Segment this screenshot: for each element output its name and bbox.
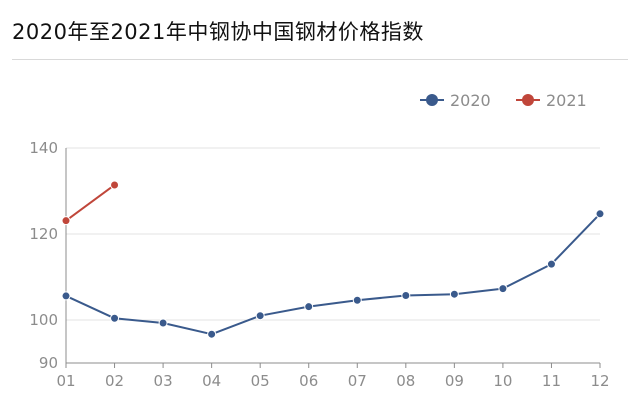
series-line-2021 [65, 184, 116, 222]
x-tick-label: 04 [202, 372, 221, 390]
x-tick-label: 01 [56, 372, 75, 390]
data-point[interactable] [61, 216, 71, 226]
legend-label: 2021 [546, 91, 587, 110]
data-point[interactable] [595, 209, 605, 219]
data-point[interactable] [207, 329, 217, 339]
legend-marker [426, 94, 438, 106]
series-line-2020 [65, 213, 601, 336]
x-tick-label: 12 [590, 372, 609, 390]
data-point[interactable] [449, 289, 459, 299]
data-point[interactable] [255, 311, 265, 321]
data-point[interactable] [498, 284, 508, 294]
y-axis-ticks: 90 100 120 140 [29, 139, 58, 372]
x-tick-label: 05 [251, 372, 270, 390]
legend-marker [522, 94, 534, 106]
x-tick-label: 06 [299, 372, 318, 390]
grid-lines [66, 147, 600, 321]
y-tick-label: 120 [29, 225, 58, 243]
data-point[interactable] [61, 291, 71, 301]
title-divider [12, 59, 628, 60]
legend-item-2020[interactable]: 2020 [420, 91, 491, 110]
x-tick-label: 07 [348, 372, 367, 390]
series-group [61, 180, 605, 339]
legend-item-2021[interactable]: 2021 [516, 91, 587, 110]
y-tick-label: 100 [29, 311, 58, 329]
data-point[interactable] [110, 313, 120, 323]
x-axis-ticks: 01 02 03 04 05 06 07 08 09 10 11 12 [56, 363, 610, 390]
data-point[interactable] [158, 318, 168, 328]
data-point[interactable] [352, 295, 362, 305]
x-tick-label: 09 [445, 372, 464, 390]
x-tick-label: 10 [493, 372, 512, 390]
series-2021 [61, 180, 120, 226]
data-point[interactable] [401, 290, 411, 300]
data-point[interactable] [546, 259, 556, 269]
x-tick-label: 02 [105, 372, 124, 390]
data-point[interactable] [110, 180, 120, 190]
x-tick-label: 08 [396, 372, 415, 390]
chart-title: 2020年至2021年中钢协中国钢材价格指数 [12, 20, 424, 44]
x-tick-label: 11 [542, 372, 561, 390]
y-tick-label: 140 [29, 139, 58, 157]
axes [65, 148, 600, 364]
y-tick-label: 90 [39, 354, 58, 372]
legend[interactable]: 2020 2021 [420, 91, 587, 110]
legend-label: 2020 [450, 91, 491, 110]
data-point[interactable] [304, 302, 314, 312]
series-2020 [61, 209, 605, 339]
x-tick-label: 03 [154, 372, 173, 390]
